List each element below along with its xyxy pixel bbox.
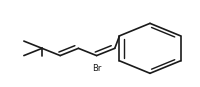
Text: Br: Br [92, 64, 101, 73]
